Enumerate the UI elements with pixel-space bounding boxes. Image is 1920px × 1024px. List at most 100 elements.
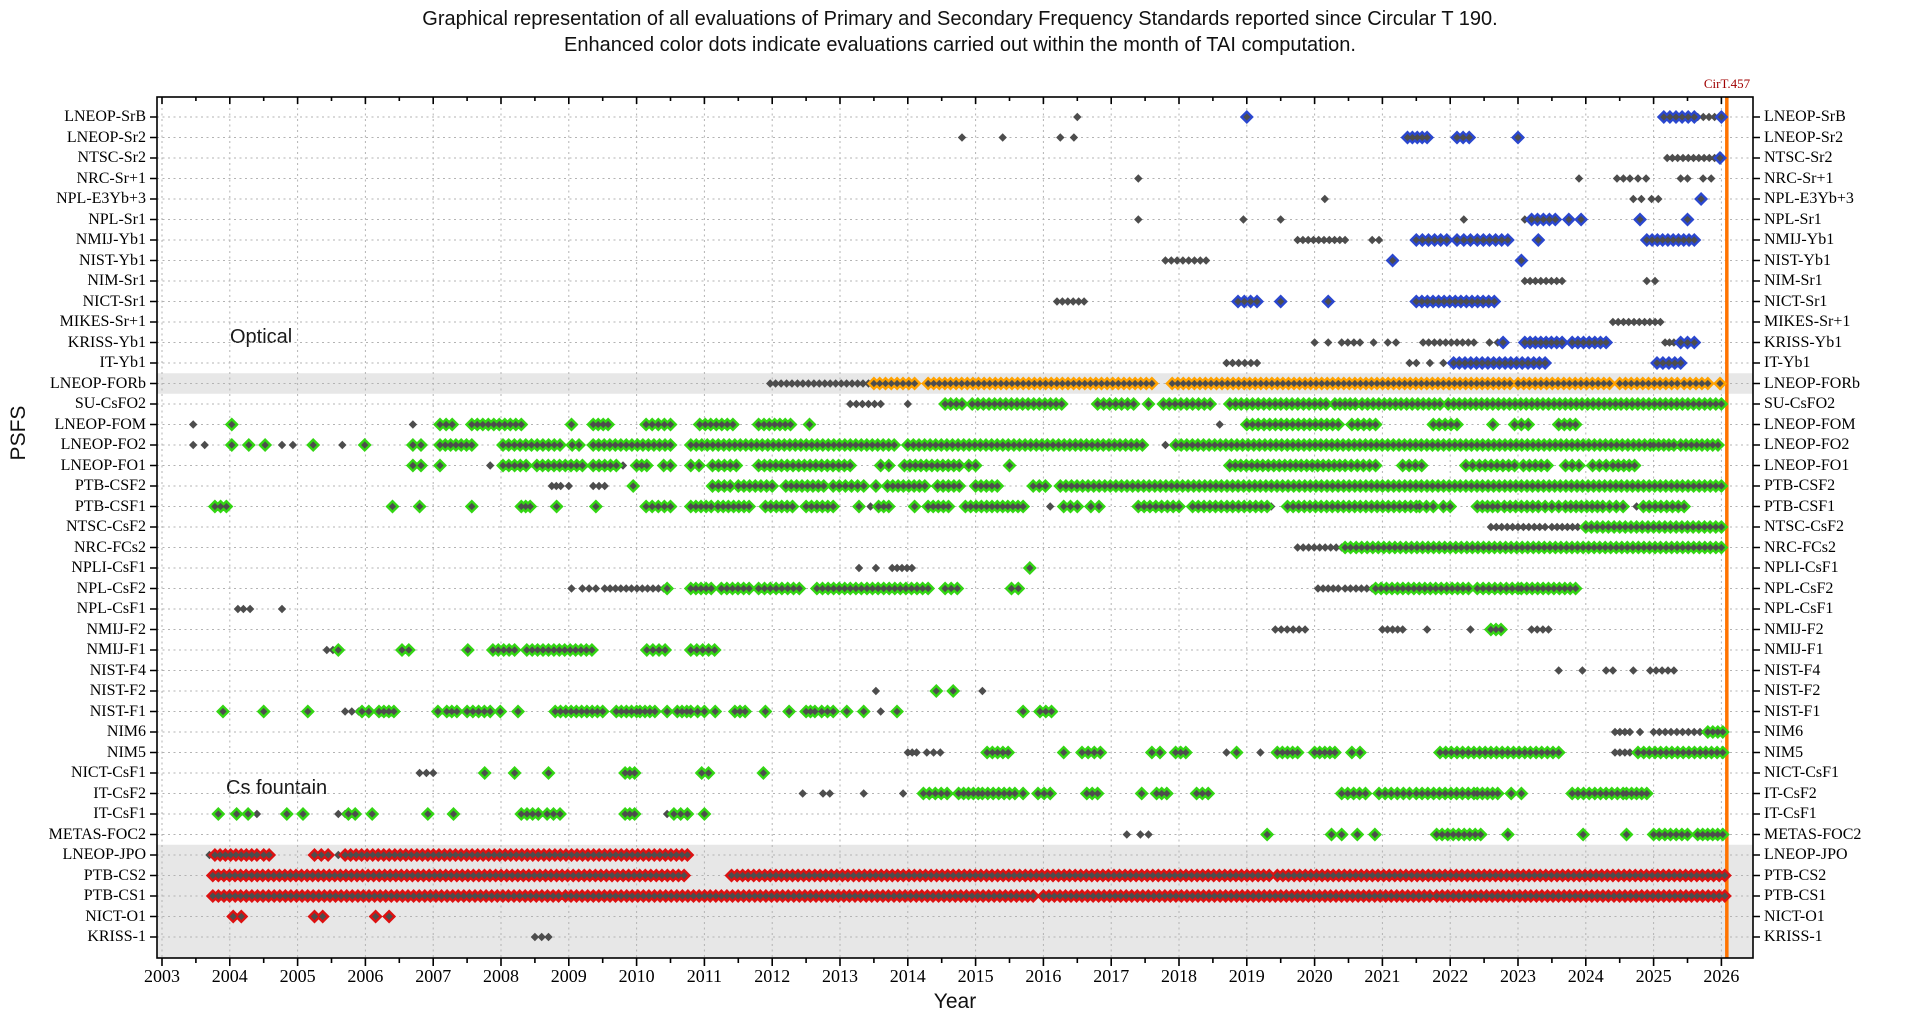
row-label-right: NRC-Sr+1 — [1764, 169, 1834, 187]
row-label-right: IT-CsF2 — [1764, 784, 1817, 802]
row-label-left: NPL-Sr1 — [88, 210, 146, 228]
row-label-left: NIM-Sr1 — [87, 272, 146, 289]
row-label-right: LNEOP-SrB — [1764, 108, 1846, 125]
chart-title-line1: Graphical representation of all evaluati… — [422, 8, 1498, 30]
row-label-right: NICT-O1 — [1764, 907, 1825, 925]
row-label-right: MIKES-Sr+1 — [1764, 313, 1851, 330]
x-tick-label: 2026 — [1703, 966, 1740, 986]
row-marks-NIM5 — [903, 745, 1730, 760]
row-label-right: LNEOP-Sr2 — [1764, 128, 1844, 146]
row-label-left: NPL-CsF2 — [76, 579, 146, 597]
x-axis-title: Year — [933, 990, 977, 1013]
row-marks-KRISS-1 — [530, 932, 553, 942]
chart-title: Graphical representation of all evaluati… — [25, 6, 1895, 58]
row-marks-LNEOP-FO2 — [189, 438, 1725, 452]
row-label-left: KRISS-1 — [87, 928, 146, 945]
x-tick-label: 2014 — [889, 966, 926, 986]
row-label-right: PTB-CS2 — [1764, 866, 1827, 884]
x-tick-label: 2008 — [483, 966, 519, 986]
row-label-left: IT-CsF2 — [93, 784, 146, 802]
x-tick-label: 2015 — [957, 966, 994, 986]
row-label-right: NIM5 — [1764, 743, 1804, 761]
row-marks-KRISS-Yb1 — [1310, 335, 1702, 350]
row-marks-METAS-FOC2 — [1122, 827, 1730, 842]
x-tick-label: 2010 — [618, 966, 655, 986]
row-label-right: PTB-CSF2 — [1764, 477, 1836, 494]
row-label-right: LNEOP-FOM — [1764, 415, 1856, 433]
row-label-right: NPL-CsF2 — [1764, 579, 1834, 597]
row-label-right: NIST-F1 — [1764, 702, 1821, 720]
row-marks-IT-CsF2 — [798, 786, 1654, 801]
row-label-left: LNEOP-FOM — [54, 415, 146, 433]
row-label-left: NRC-Sr+1 — [76, 169, 146, 187]
row-label-left: NICT-O1 — [85, 907, 146, 925]
row-label-left: NTSC-Sr2 — [77, 149, 146, 166]
row-label-left: NMIJ-F1 — [86, 641, 146, 658]
row-label-left: MIKES-Sr+1 — [59, 313, 146, 330]
row-label-left: LNEOP-FO1 — [60, 456, 146, 474]
x-tick-label: 2011 — [686, 966, 723, 986]
row-label-left: NICT-Sr1 — [82, 292, 146, 310]
row-marks-NRC-FCs2 — [1293, 540, 1729, 555]
row-marks-NPL-E3Yb+3 — [1320, 192, 1709, 206]
row-marks-PTB-CS2 — [205, 868, 1732, 883]
x-tick-label: 2021 — [1364, 966, 1401, 986]
row-label-left: NPL-CsF1 — [76, 600, 146, 617]
row-label-left: SU-CsFO2 — [74, 395, 146, 412]
row-label-left: METAS-FOC2 — [48, 825, 146, 843]
row-label-right: NMIJ-Yb1 — [1764, 231, 1835, 248]
row-marks-NIM-Sr1 — [1520, 276, 1660, 286]
row-label-right: NMIJ-F2 — [1764, 620, 1824, 638]
plot-border — [156, 96, 1754, 959]
axis-ticks — [150, 97, 1760, 966]
row-label-right: NIST-Yb1 — [1764, 251, 1831, 269]
row-marks-NPL-CsF1 — [233, 604, 287, 614]
row-label-right: LNEOP-FORb — [1764, 374, 1861, 392]
row-label-right: NPLI-CsF1 — [1764, 559, 1839, 576]
row-label-right: PTB-CSF1 — [1764, 497, 1836, 515]
row-label-right: NIM6 — [1764, 723, 1804, 740]
x-tick-label: 2006 — [347, 966, 384, 986]
row-label-left: NICT-CsF1 — [71, 764, 146, 781]
row-label-left: LNEOP-Sr2 — [66, 128, 146, 146]
x-tick-label: 2024 — [1567, 966, 1604, 986]
row-marks-NMIJ-Yb1 — [1293, 233, 1702, 247]
row-label-left: NIM5 — [106, 743, 146, 761]
row-label-right: NMIJ-F1 — [1764, 641, 1824, 658]
row-marks-PTB-CSF2 — [547, 479, 1729, 493]
x-tick-label: 2018 — [1161, 966, 1197, 986]
x-tick-label: 2016 — [1025, 966, 1062, 986]
row-label-left: PTB-CS2 — [83, 866, 146, 884]
row-marks-MIKES-Sr+1 — [1608, 317, 1665, 327]
chart-title-line2: Enhanced color dots indicate evaluations… — [564, 34, 1356, 56]
row-label-right: LNEOP-FO2 — [1764, 436, 1850, 453]
row-marks-IT-Yb1 — [1222, 356, 1688, 370]
x-tick-label: 2023 — [1500, 966, 1536, 986]
row-marks-NPLI-CsF1 — [854, 561, 1037, 575]
x-tick-label: 2007 — [415, 966, 452, 986]
row-marks-NIM6 — [1610, 725, 1730, 739]
row-label-left: NMIJ-Yb1 — [75, 231, 146, 248]
row-marks-NICT-CsF1 — [415, 766, 771, 780]
row-marks-IT-CsF1 — [211, 807, 712, 821]
x-tick-label: 2013 — [822, 966, 858, 986]
row-label-right: NICT-CsF1 — [1764, 764, 1839, 781]
row-label-left: PTB-CSF1 — [74, 497, 146, 515]
row-label-right: LNEOP-FO1 — [1764, 456, 1850, 474]
row-label-right: PTB-CS1 — [1764, 887, 1827, 904]
row-label-left: NIM6 — [106, 723, 146, 740]
row-label-right: NIST-F2 — [1764, 682, 1821, 699]
row-label-right: NTSC-Sr2 — [1764, 149, 1833, 166]
row-label-left: NIST-F1 — [89, 702, 146, 720]
row-label-right: IT-Yb1 — [1764, 354, 1811, 371]
row-marks-PTB-CSF1 — [207, 499, 1692, 514]
x-tick-label: 2020 — [1296, 966, 1333, 986]
row-label-right: KRISS-Yb1 — [1764, 333, 1843, 351]
row-label-left: NIST-Yb1 — [79, 251, 146, 269]
row-label-right: NIST-F4 — [1764, 661, 1821, 679]
row-marks-NPL-CsF2 — [567, 581, 1583, 596]
row-marks-LNEOP-JPO — [205, 848, 695, 862]
row-label-left: LNEOP-FORb — [49, 374, 146, 392]
row-marks-NIST-F1 — [216, 704, 1059, 719]
row-label-right: NPL-Sr1 — [1764, 210, 1822, 228]
